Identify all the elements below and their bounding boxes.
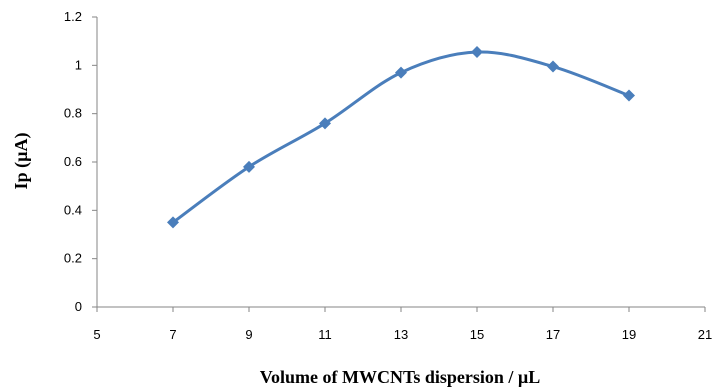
y-tick-label: 0.8: [64, 106, 82, 121]
x-tick-label: 21: [698, 327, 712, 342]
y-tick-label: 1: [75, 57, 82, 72]
data-point-marker: [471, 46, 483, 59]
x-tick-label: 11: [318, 327, 332, 342]
x-tick-label: 9: [245, 327, 252, 342]
x-tick-label: 13: [394, 327, 408, 342]
x-tick-label: 5: [93, 327, 100, 342]
y-tick-label: 0.2: [64, 251, 82, 266]
x-tick-label: 15: [470, 327, 484, 342]
y-tick-label: 0: [75, 299, 82, 314]
data-point-marker: [547, 60, 559, 73]
x-tick-label: 17: [546, 327, 560, 342]
x-tick-label: 7: [169, 327, 176, 342]
series-layer: [167, 46, 635, 229]
y-tick-label: 0.4: [64, 202, 82, 217]
data-point-marker: [395, 66, 407, 79]
x-tick-label: 19: [622, 327, 636, 342]
data-point-marker: [623, 89, 635, 102]
axes: 0 0.2 0.4 0.6 0.8 1 1.2 5 7 9 11 13 15 17 19 21: [64, 9, 712, 342]
data-point-marker: [167, 216, 179, 229]
data-point-marker: [243, 160, 255, 173]
data-point-marker: [319, 117, 331, 130]
y-tick-label: 0.6: [64, 154, 82, 169]
x-axis-title: Volume of MWCNTs dispersion / µL: [260, 367, 541, 387]
y-axis-title: Ip (µA): [11, 133, 32, 190]
y-tick-label: 1.2: [64, 9, 82, 24]
